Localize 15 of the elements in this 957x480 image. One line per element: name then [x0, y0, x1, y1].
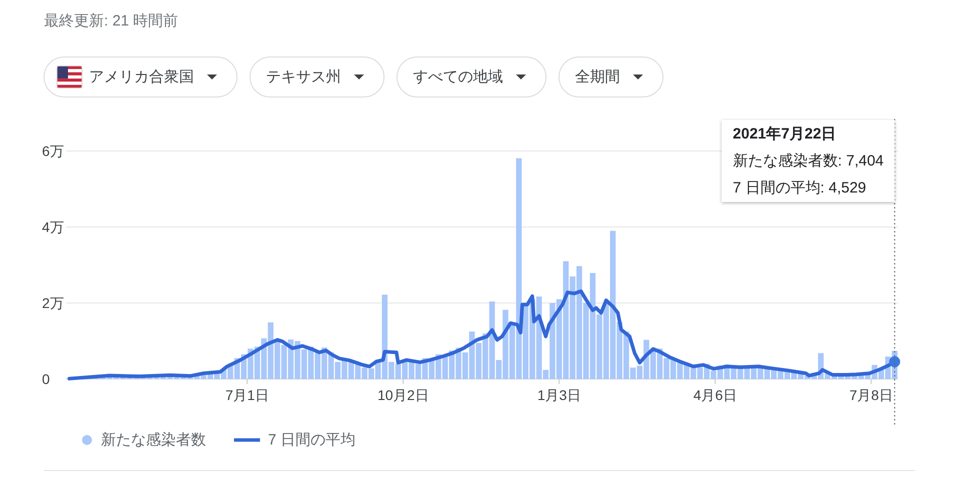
y-tick-label: 6万: [42, 143, 64, 159]
tooltip: 2021年7月22日 新たな感染者数: 7,404 7 日間の平均: 4,529: [722, 120, 895, 202]
x-tick-label: 1月3日: [537, 387, 581, 403]
x-tick-label: 10月2日: [377, 387, 429, 403]
annotation: 新たな感染者数: 7,404: [732, 152, 884, 170]
y-tick-label: 0: [42, 371, 50, 387]
legend-label: 7 日間の平均: [268, 432, 356, 448]
legend-label: 新たな感染者数: [101, 432, 206, 448]
x-tick-label: 7月8日: [849, 387, 893, 403]
x-tick-label: 7月1日: [225, 387, 269, 403]
text: 最終更新: 21 時間前: [44, 12, 178, 30]
x-tick-label: 4月6日: [693, 387, 737, 403]
y-tick-label: 2万: [42, 295, 64, 311]
y-tick-label: 4万: [42, 219, 64, 235]
annotation: 7 日間の平均: 4,529: [732, 180, 866, 196]
